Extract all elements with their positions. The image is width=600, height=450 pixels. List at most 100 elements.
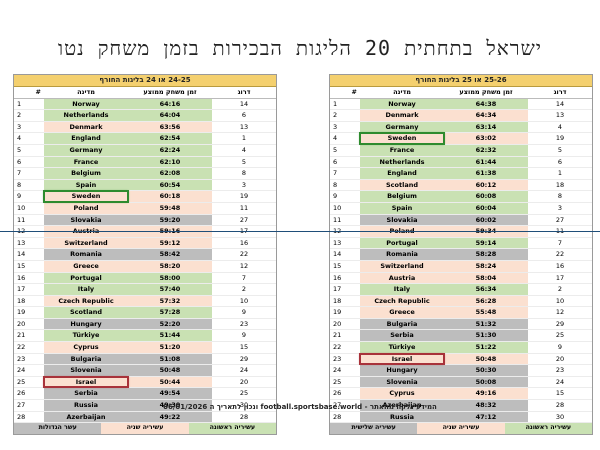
time-cell: 51:22 <box>444 342 528 353</box>
league-rank-cell: 19 <box>239 192 249 201</box>
league-rank-cell: 2 <box>557 285 563 294</box>
time-cell: 62:54 <box>128 133 212 144</box>
country-cell: Hungary <box>44 318 128 330</box>
rank-cell: 18 <box>333 296 342 305</box>
rank-cell: 10 <box>17 203 26 212</box>
time-cell: 58:24 <box>444 260 528 272</box>
time-cell: 55:48 <box>444 307 528 318</box>
time-cell: 60:12 <box>444 179 528 191</box>
time-cell: 51:08 <box>128 353 212 365</box>
league-rank-cell: 5 <box>557 145 563 154</box>
col-rank: דרוג <box>237 88 251 96</box>
time-cell: 47:12 <box>444 411 528 423</box>
rank-cell: 16 <box>333 273 342 282</box>
horizontal-divider <box>0 231 600 232</box>
table-row: 3 Germany 63:14 4 <box>330 121 592 134</box>
table-row: 7 Belgium 62:08 8 <box>14 168 276 180</box>
time-cell: 50:44 <box>128 376 212 388</box>
table-row: 10 Spain 60:04 3 <box>330 202 592 215</box>
col-rank: דרוג <box>553 88 567 96</box>
league-rank-cell: 5 <box>241 157 247 166</box>
table-row: 26 Serbia 49:54 25 <box>14 388 276 401</box>
table-row: 25 Israel 50:44 20 <box>14 375 276 389</box>
rank-cell: 18 <box>17 296 26 305</box>
rank-cell: 24 <box>333 366 342 375</box>
league-rank-cell: 28 <box>239 412 249 421</box>
time-cell: 56:28 <box>444 295 528 307</box>
legend-bottom: עשיריה שלישית <box>330 423 418 434</box>
table-row: 19 Greece 55:48 12 <box>330 307 592 319</box>
league-rank-cell: 11 <box>239 203 249 212</box>
col-country: מדינה <box>77 88 95 96</box>
table-row: 9 Belgium 60:08 8 <box>330 191 592 203</box>
time-cell: 52:20 <box>128 318 212 330</box>
time-cell: 63:02 <box>444 133 528 144</box>
time-cell: 63:56 <box>128 121 212 133</box>
table-row: 2 Denmark 64:34 13 <box>330 110 592 122</box>
country-cell: Greece <box>44 260 128 272</box>
league-rank-cell: 25 <box>239 389 249 398</box>
league-rank-cell: 7 <box>557 238 563 247</box>
country-cell: Belgium <box>44 168 128 179</box>
table-row: 26 Cyprus 49:16 15 <box>330 388 592 401</box>
rank-cell: 9 <box>333 192 338 201</box>
table-row: 6 France 62:10 5 <box>14 156 276 169</box>
country-cell: Greece <box>360 307 444 318</box>
table-row: 5 Germany 62:24 4 <box>14 144 276 157</box>
league-rank-cell: 4 <box>557 122 563 131</box>
country-cell: Sweden <box>43 190 129 203</box>
time-cell: 60:04 <box>444 202 528 214</box>
table-row: 18 Czech Republic 56:28 10 <box>330 295 592 308</box>
table-row: 2 Netherlands 64:04 6 <box>14 110 276 122</box>
country-cell: Austria <box>360 272 444 284</box>
time-cell: 59:48 <box>128 202 212 214</box>
rank-cell: 22 <box>333 343 342 352</box>
country-cell: Switzerland <box>44 237 128 249</box>
league-rank-cell: 25 <box>555 331 565 340</box>
country-cell: Scotland <box>44 307 128 318</box>
time-cell: 49:16 <box>444 388 528 400</box>
country-cell: Netherlands <box>360 156 444 168</box>
rank-cell: 6 <box>333 157 338 166</box>
table-row: 9 Sweden 60:18 19 <box>14 190 276 203</box>
time-cell: 61:38 <box>444 168 528 179</box>
table-row: 17 Italy 56:34 2 <box>330 284 592 296</box>
rank-cell: 19 <box>17 308 26 317</box>
country-cell: Italy <box>44 284 128 295</box>
rank-cell: 13 <box>333 238 342 247</box>
rank-cell: 4 <box>17 134 22 143</box>
table-row: 3 Denmark 63:56 13 <box>14 121 276 134</box>
country-cell: Israel <box>359 352 445 366</box>
table-row: 15 Greece 58:20 12 <box>14 260 276 273</box>
league-rank-cell: 27 <box>239 215 249 224</box>
country-cell: Bulgaria <box>44 353 128 365</box>
league-rank-cell: 18 <box>555 180 565 189</box>
left-season-header: 24-25 או 24 בליגות החורף <box>14 75 276 87</box>
time-cell: 51:30 <box>444 330 528 342</box>
league-rank-cell: 6 <box>241 111 247 120</box>
time-cell: 62:08 <box>128 168 212 179</box>
country-cell: Russia <box>44 400 128 411</box>
country-cell: Denmark <box>360 110 444 121</box>
time-cell: 49:22 <box>128 411 212 423</box>
country-cell: Sweden <box>359 132 445 145</box>
table-row: 4 Sweden 63:02 19 <box>330 132 592 145</box>
country-cell: Belgium <box>360 191 444 202</box>
legend-top: עשיריה ראשונה <box>188 423 276 434</box>
country-cell: Romania <box>360 249 444 260</box>
table-row: 14 Romania 58:28 22 <box>330 249 592 261</box>
left-legend: עשיריה ראשונה עשיריה שניה עשר הגדולות <box>14 423 276 434</box>
time-cell: 64:04 <box>128 110 212 121</box>
rank-cell: 24 <box>17 366 26 375</box>
left-column-headers: דרוג זמן משחק ממוצע מדינה # <box>14 87 276 99</box>
league-rank-cell: 22 <box>239 250 249 259</box>
league-rank-cell: 1 <box>557 169 563 178</box>
league-rank-cell: 13 <box>555 111 565 120</box>
country-cell: Poland <box>44 202 128 214</box>
right-season-table: 25-26 או 25 בליגות החורף דרוג זמן משחק מ… <box>329 74 593 435</box>
time-cell: 57:32 <box>128 295 212 307</box>
rank-cell: 15 <box>17 261 26 270</box>
rank-cell: 2 <box>333 111 338 120</box>
rank-cell: 8 <box>17 180 22 189</box>
time-cell: 49:30 <box>128 400 212 411</box>
